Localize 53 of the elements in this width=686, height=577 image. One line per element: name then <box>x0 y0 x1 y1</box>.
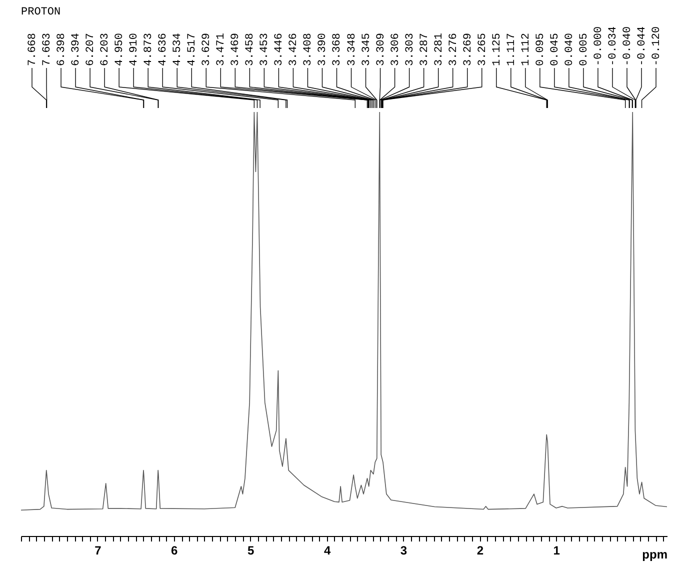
annotation: 3.368 <box>332 32 344 66</box>
annotation: 3.408 <box>302 32 315 66</box>
annotation: 3.276 <box>448 32 460 66</box>
annotation: 3.629 <box>201 32 214 66</box>
annotation: 3.446 <box>274 32 286 66</box>
annotation: 3.265 <box>476 32 489 66</box>
x-tick-label: 6 <box>171 544 178 558</box>
annotation: 1.112 <box>520 32 532 66</box>
annotation: 7.668 <box>27 32 39 66</box>
annotation: -0.120 <box>651 26 663 66</box>
x-tick-label: 4 <box>324 544 331 558</box>
annotation: 3.287 <box>418 32 431 66</box>
annotation: -0.044 <box>636 26 648 66</box>
annotation: 3.458 <box>244 32 257 66</box>
annotation: 6.394 <box>70 32 83 66</box>
annotation: 6.398 <box>56 32 68 66</box>
annotation: 4.873 <box>143 32 156 66</box>
annotation: 1.125 <box>491 32 504 66</box>
annotation: 4.517 <box>186 32 199 66</box>
annotation: 3.426 <box>288 32 300 66</box>
annotation: 4.950 <box>114 32 126 66</box>
annotation: 3.348 <box>346 32 358 66</box>
annotation: 0.040 <box>564 32 576 66</box>
x-axis-title: ppm <box>642 548 668 562</box>
annotation: 3.453 <box>259 32 272 66</box>
annotation: 0.005 <box>578 32 590 66</box>
annotation: -0.000 <box>592 26 605 66</box>
annotation: -0.040 <box>622 26 634 66</box>
x-tick-label: 2 <box>476 544 484 558</box>
annotation: 6.203 <box>100 32 112 66</box>
annotation: 7.663 <box>42 32 54 66</box>
annotation: 0.095 <box>534 32 547 66</box>
annotation: 4.910 <box>128 32 141 66</box>
annotation: 1.117 <box>506 32 518 66</box>
chart-title: PROTON <box>21 6 61 18</box>
x-tick-label: 7 <box>94 544 102 558</box>
annotation: 3.309 <box>375 32 388 66</box>
annotation: 3.471 <box>216 32 228 66</box>
annotation: 3.306 <box>390 32 402 66</box>
annotation: 3.303 <box>404 32 416 66</box>
annotation: 4.534 <box>172 32 184 66</box>
annotation: 0.045 <box>549 32 562 66</box>
annotation: 3.390 <box>317 32 330 66</box>
x-tick-label: 5 <box>248 544 255 558</box>
annotation: 3.269 <box>462 32 474 66</box>
annotation: 3.345 <box>360 32 373 66</box>
annotation: 3.469 <box>230 32 242 66</box>
annotation: 6.207 <box>85 32 98 66</box>
annotation: 4.636 <box>158 32 170 66</box>
x-tick-label: 1 <box>553 544 560 558</box>
annotation: 3.281 <box>433 32 446 66</box>
x-tick-label: 3 <box>400 544 408 558</box>
annotation: -0.034 <box>607 26 620 66</box>
